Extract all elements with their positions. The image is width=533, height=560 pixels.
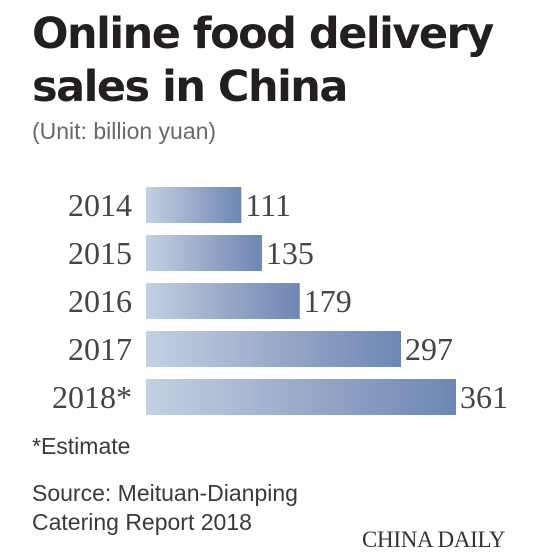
bar-chart: 2014 111 2015 135 2016 179 2017 297 2018* 361 — [52, 187, 508, 415]
value-label-2015: 135 — [266, 235, 314, 271]
bar-2016 — [146, 283, 300, 319]
bar-2015 — [146, 235, 262, 271]
title-line-1: Online food delivery — [32, 9, 494, 59]
category-label-2014: 2014 — [68, 187, 132, 223]
category-label-2015: 2015 — [68, 235, 132, 271]
bar-2014 — [146, 187, 242, 223]
category-label-2016: 2016 — [68, 283, 132, 319]
bar-2017 — [146, 331, 402, 367]
value-label-2016: 179 — [304, 283, 352, 319]
chart-title: Online food delivery sales in China — [32, 8, 527, 114]
category-label-2017: 2017 — [68, 331, 132, 367]
title-line-2: sales in China — [32, 62, 348, 112]
estimate-footnote: *Estimate — [32, 433, 131, 459]
category-label-2018: 2018* — [52, 379, 132, 415]
value-label-2017: 297 — [405, 331, 453, 367]
value-label-2018: 361 — [460, 379, 508, 415]
value-label-2014: 111 — [245, 187, 291, 223]
source-note: Source: Meituan-Dianping Catering Report… — [32, 480, 298, 535]
unit-label: (Unit: billion yuan) — [32, 118, 217, 144]
publisher-credit: CHINA DAILY — [362, 527, 506, 552]
bar-2018 — [146, 379, 456, 415]
